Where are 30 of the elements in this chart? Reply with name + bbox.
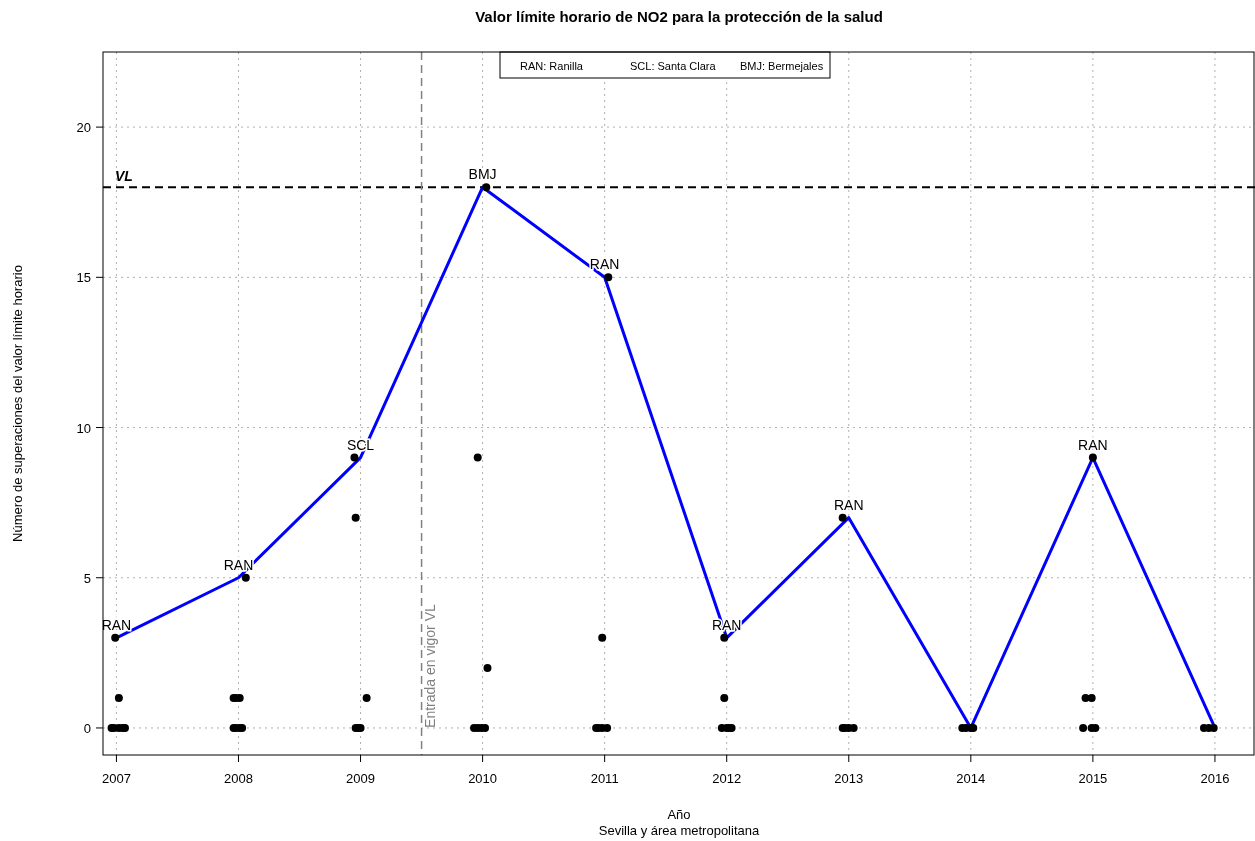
annotation: RAN [1078,436,1108,453]
x-tick-label: 2011 [590,771,619,786]
x-tick-label: 2008 [224,771,253,786]
y-tick-label: 5 [83,570,91,586]
y-tick-label: 10 [76,420,91,436]
x-tick-label: 2014 [956,771,986,786]
annotation: BMJ: Bermejales [740,60,824,72]
chart-title: Valor límite horario de NO2 para la protección de la salud [475,8,883,25]
x-axis-title: Año [667,807,691,822]
annotation: RAN: Ranilla [520,60,584,72]
y-axis-title: Número de superaciones del valor límite horario [10,265,25,542]
annotation: RAN [589,256,620,273]
x-tick-label: 2013 [834,771,864,786]
x-tick-label: 2012 [712,771,742,786]
annotation: RAN [833,496,864,513]
y-tick-label: 15 [76,270,91,286]
annotation: SCL: Santa Clara [630,60,717,72]
x-tick-label: 2016 [1200,771,1230,786]
x-tick-label: 2007 [101,771,131,786]
x-tick-label: 2010 [468,771,498,786]
y-tick-label: 0 [83,720,91,736]
annotation: RAN [101,616,132,633]
x-tick-label: 2015 [1078,771,1108,786]
ref-line-label: VL [115,168,133,185]
ref-line-label: Entrada en vigor VL [421,604,438,728]
x-tick-label: 2009 [346,771,375,786]
y-tick-label: 20 [76,120,91,136]
annotation: BMJ [468,166,497,183]
annotation: RAN [223,556,254,573]
text: Sevilla y área metropolitana [598,823,760,838]
